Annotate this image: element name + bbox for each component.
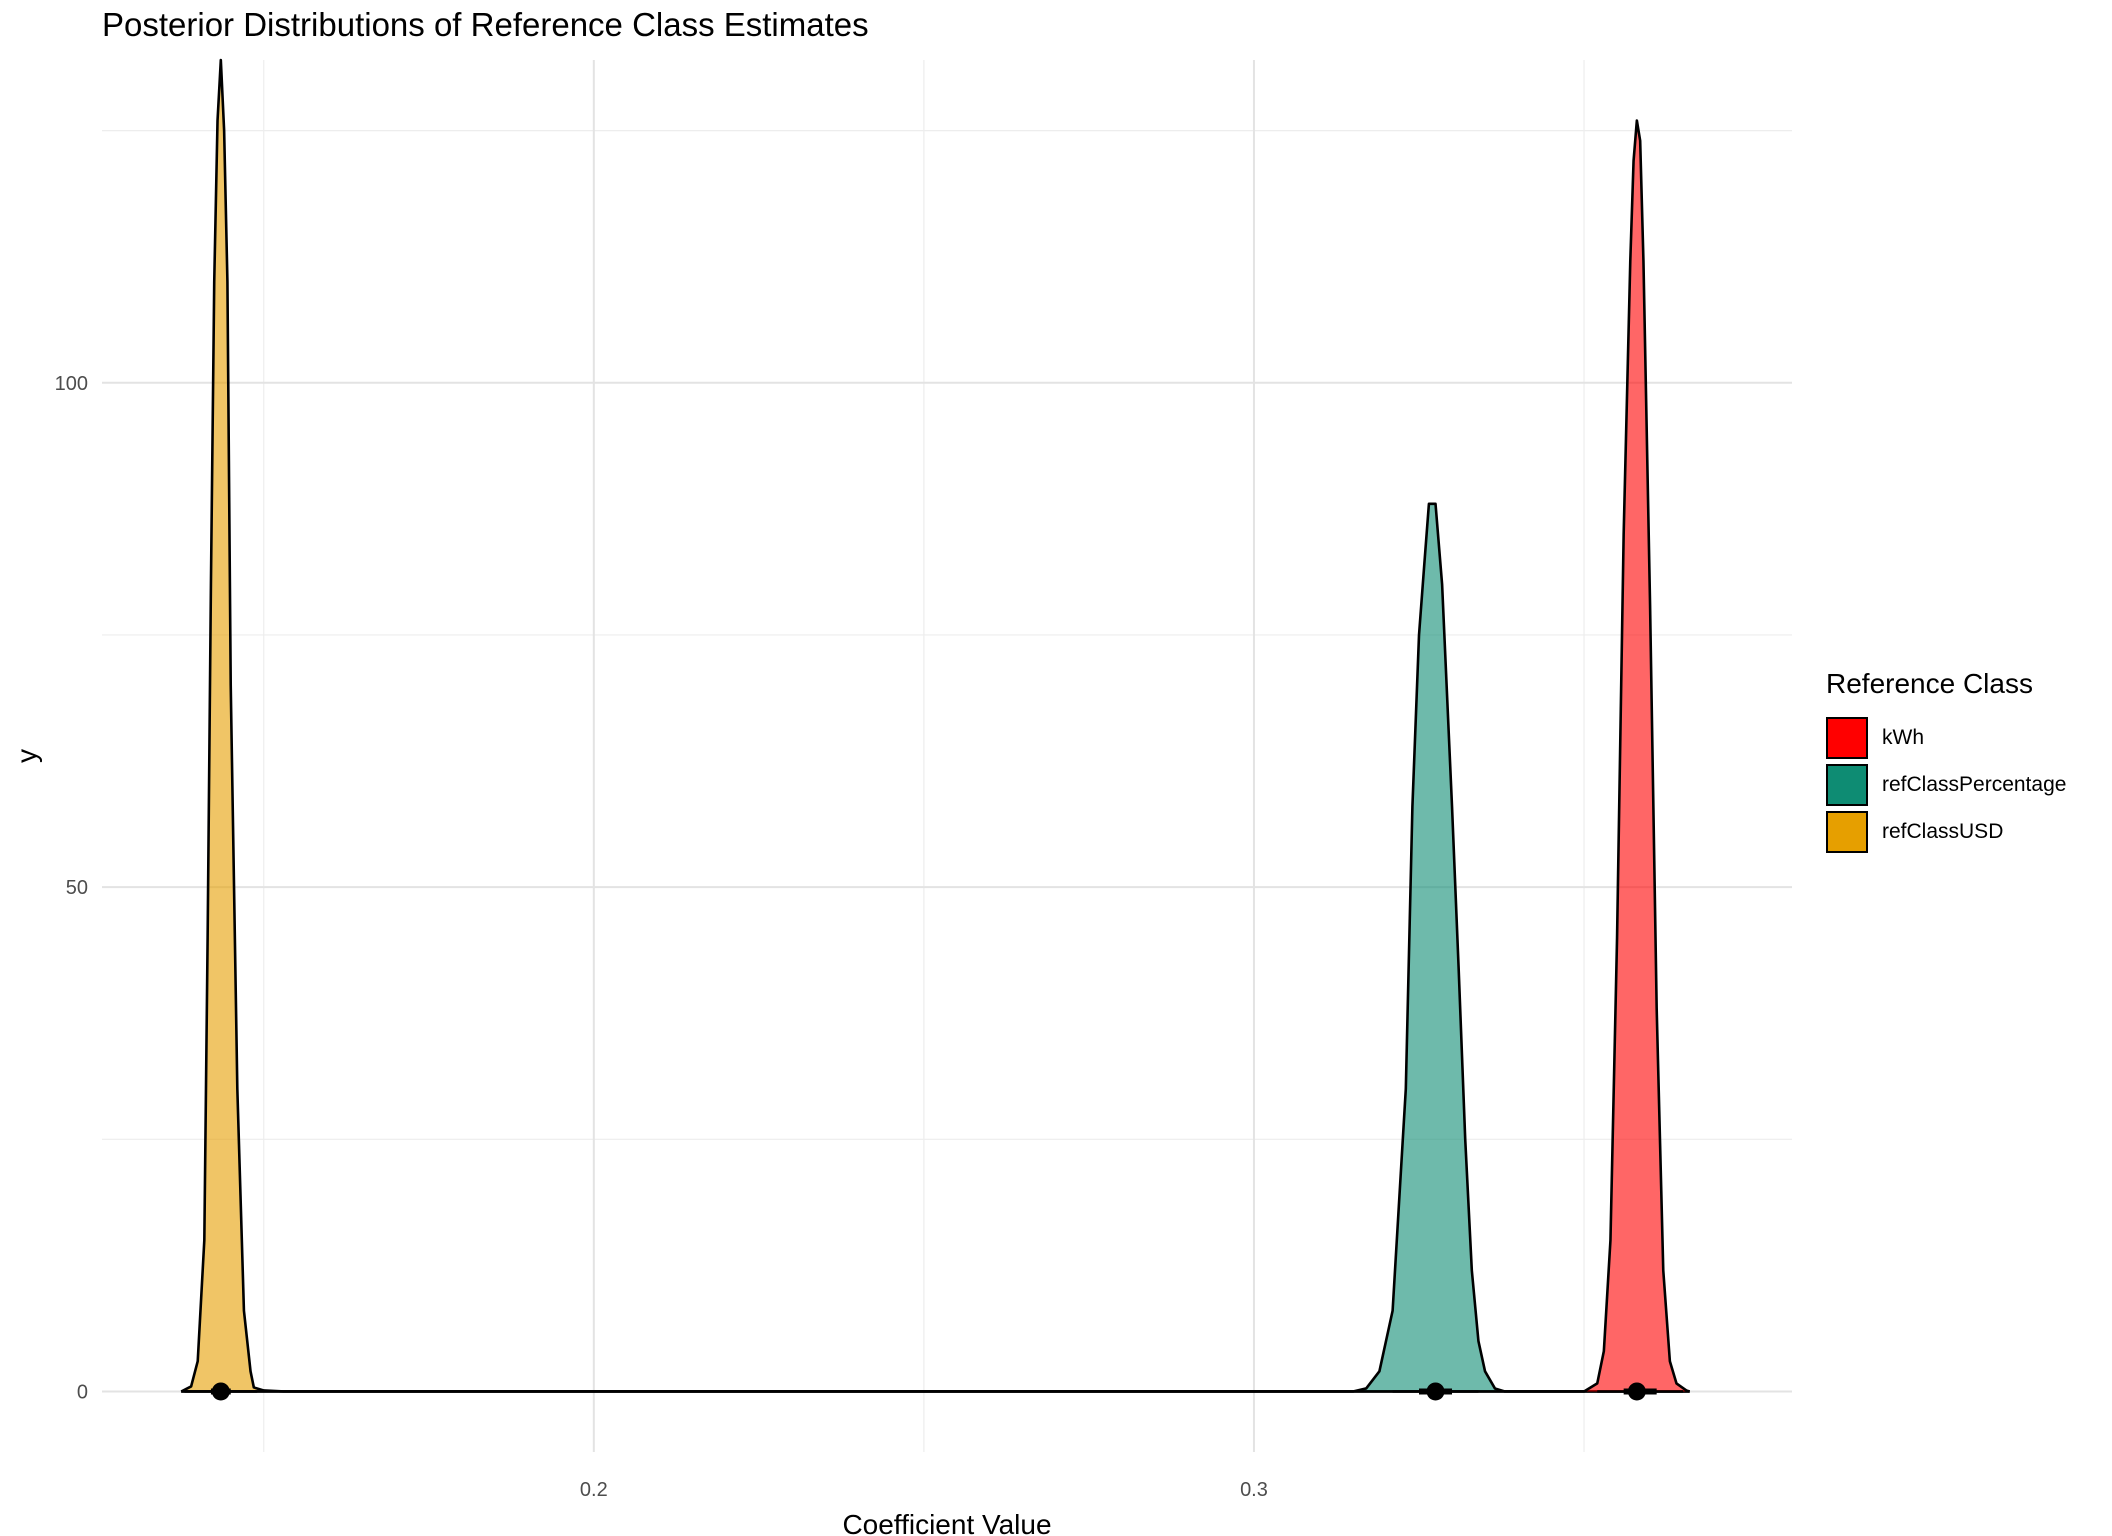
density-fill-refclasspercentage (1352, 503, 1505, 1392)
legend-label-kwh: kWh (1882, 725, 1924, 749)
density-line-refclasspercentage (181, 502, 1690, 1393)
legend-item-refclassusd: refClassUSD (1826, 808, 2066, 855)
legend-key-refclassusd (1826, 810, 1868, 853)
legend-title: Reference Class (1826, 668, 2033, 699)
y-tick-label: 100 (55, 373, 88, 395)
legend-label-refclasspercentage: refClassPercentage (1882, 772, 2067, 796)
point-estimate-refclassusd (211, 1382, 230, 1401)
y-axis-label: y (11, 749, 42, 763)
density-line-refclassusd (180, 58, 1690, 1393)
legend-label-refclassusd: refClassUSD (1882, 819, 2004, 843)
density-fill-kwh (1584, 120, 1690, 1392)
point-estimate-kwh (1627, 1382, 1646, 1401)
x-tick-label: 0.2 (580, 1479, 608, 1501)
legend-key-refclasspercentage (1826, 763, 1868, 806)
legend-item-refclasspercentage: refClassPercentage (1826, 761, 2066, 808)
grid-layer (102, 60, 1792, 1452)
legend-item-kwh: kWh (1826, 714, 2066, 761)
x-axis-label: Coefficient Value (842, 1509, 1051, 1536)
point-estimate-refclasspercentage (1426, 1382, 1445, 1401)
chart-title: Posterior Distributions of Reference Cla… (102, 6, 869, 43)
density-line-kwh (181, 119, 1691, 1393)
legend-key-kwh (1826, 716, 1868, 759)
y-tick-label: 50 (66, 877, 88, 899)
y-tick-label: 0 (77, 1381, 88, 1403)
x-tick-label: 0.3 (1240, 1479, 1268, 1501)
axis-layer: 0.2 0.3 0 50 100 Coefficient Value y (11, 373, 1268, 1536)
legend: Reference Class kWh refClassPercentage r… (1826, 668, 2066, 855)
series-layer (180, 58, 1691, 1401)
